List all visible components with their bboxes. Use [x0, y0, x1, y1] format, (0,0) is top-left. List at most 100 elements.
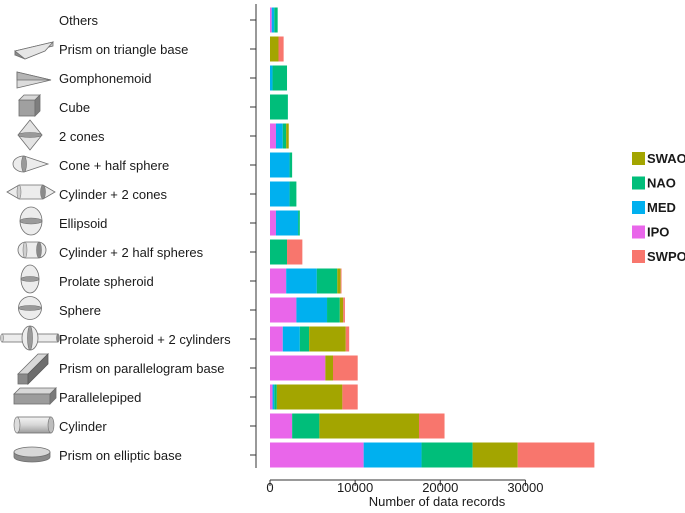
triangular-prism-icon	[14, 41, 55, 60]
bar-prolate-spheroid-2-cylinders-swpo	[345, 326, 350, 352]
bar-cylinder-swpo	[419, 413, 445, 439]
prolate-spheroid-cylinders-icon	[0, 325, 60, 351]
bar-cylinder-ipo	[270, 413, 293, 439]
bar-gomphonemoid-med	[270, 65, 273, 91]
category-label-sphere: Sphere	[59, 303, 101, 318]
bar-sphere-nao	[327, 297, 340, 323]
bar-prism-on-parallelogram-base-swpo	[333, 355, 358, 381]
x-tick-label-10000: 10000	[337, 480, 373, 495]
bar-cone-half-sphere-med	[270, 152, 290, 178]
bar-prolate-spheroid-ipo	[270, 268, 287, 294]
bar-prism-on-triangle-base-swao	[270, 36, 279, 62]
bar-others-ipo	[270, 7, 272, 33]
bar-prolate-spheroid-2-cylinders-ipo	[270, 326, 283, 352]
x-tick-label-30000: 30000	[507, 480, 543, 495]
bar-gomphonemoid-nao	[272, 65, 288, 91]
bar-prolate-spheroid-2-cylinders-med	[282, 326, 300, 352]
bar-parallelepiped-swpo	[342, 384, 358, 410]
bar-parallelepiped-nao	[274, 384, 277, 410]
category-icons	[0, 41, 60, 463]
bar-others-med	[271, 7, 275, 33]
category-label-cylinder-2-cones: Cylinder + 2 cones	[59, 187, 168, 202]
bar-prolate-spheroid-med	[286, 268, 317, 294]
category-label-prism-on-triangle-base: Prism on triangle base	[59, 42, 188, 57]
category-label-prism-on-parallelogram-base: Prism on parallelogram base	[59, 361, 224, 376]
parallelepiped-icon	[13, 387, 57, 405]
category-label-gomphonemoid: Gomphonemoid	[59, 71, 152, 86]
category-label-prolate-spheroid: Prolate spheroid	[59, 274, 154, 289]
cylinder-icon	[13, 416, 55, 434]
bar-parallelepiped-swao	[276, 384, 343, 410]
bar-prolate-spheroid-2-cylinders-swao	[309, 326, 346, 352]
legend-swatch-swao	[632, 152, 645, 165]
category-label-parallelepiped: Parallelepiped	[59, 390, 141, 405]
legend-swatch-med	[632, 201, 645, 214]
bar-prism-on-parallelogram-base-swao	[325, 355, 333, 381]
ellipsoid-icon	[19, 206, 43, 236]
cube-icon	[18, 94, 41, 117]
sphere-icon	[18, 296, 42, 320]
cylinder-two-half-spheres-icon	[17, 241, 47, 259]
bar-prolate-spheroid-nao	[316, 268, 338, 294]
bar-cylinder-2-half-spheres-nao	[270, 239, 288, 265]
bar-prism-on-elliptic-base-med	[363, 442, 422, 468]
legend-label-swpo: SWPO	[647, 249, 685, 264]
bar-prolate-spheroid-swpo	[340, 268, 342, 294]
bar-2-cones-swao	[286, 123, 289, 149]
bar-2-cones-med	[275, 123, 283, 149]
bar-cylinder-2-cones-med	[270, 181, 290, 207]
bar-cylinder-2-cones-nao	[289, 181, 297, 207]
prolate-spheroid-icon	[20, 264, 40, 294]
bar-prism-on-elliptic-base-ipo	[270, 442, 364, 468]
bar-2-cones-ipo	[270, 123, 276, 149]
bar-cube-nao	[270, 94, 288, 120]
category-label-others: Others	[59, 13, 99, 28]
category-label-cylinder-2-half-spheres: Cylinder + 2 half spheres	[59, 245, 204, 260]
cone-half-sphere-icon	[12, 155, 50, 173]
bar-sphere-ipo	[270, 297, 297, 323]
bar-cylinder-nao	[292, 413, 320, 439]
category-label-2-cones: 2 cones	[59, 129, 105, 144]
bar-parallelepiped-ipo	[270, 384, 273, 410]
bar-cylinder-2-half-spheres-swpo	[287, 239, 303, 265]
bar-cylinder-swao	[319, 413, 419, 439]
x-tick-label-20000: 20000	[422, 480, 458, 495]
parallelogram-prism-icon	[17, 353, 49, 385]
bar-prism-on-elliptic-base-swao	[472, 442, 518, 468]
bar-prolate-spheroid-swao	[337, 268, 341, 294]
legend-swatch-nao	[632, 176, 645, 190]
bar-prism-on-parallelogram-base-ipo	[270, 355, 326, 381]
category-label-cube: Cube	[59, 100, 90, 115]
legend: SWAO NAO MED IPO SWPO	[632, 151, 685, 264]
bar-prism-on-elliptic-base-swpo	[517, 442, 595, 468]
bar-prism-on-triangle-base-swpo	[278, 36, 284, 62]
legend-label-swao: SWAO	[647, 151, 685, 166]
category-label-prolate-spheroid-2-cylinders: Prolate spheroid + 2 cylinders	[59, 332, 231, 347]
gomphonemoid-icon	[16, 71, 52, 89]
legend-swatch-swpo	[632, 250, 645, 263]
category-labels: Others Prism on triangle base Gomphonemoid…	[59, 13, 231, 463]
category-label-prism-on-elliptic-base: Prism on elliptic base	[59, 448, 182, 463]
category-label-cone-half-sphere: Cone + half sphere	[59, 158, 169, 173]
bar-sphere-swao	[339, 297, 344, 323]
legend-label-med: MED	[647, 200, 676, 215]
bar-others-nao	[274, 7, 278, 33]
bar-ellipsoid-med	[275, 210, 299, 236]
bars	[270, 7, 595, 468]
bar-ellipsoid-ipo	[270, 210, 276, 236]
bar-sphere-swpo	[343, 297, 345, 323]
bar-prism-on-elliptic-base-nao	[421, 442, 473, 468]
category-label-ellipsoid: Ellipsoid	[59, 216, 107, 231]
elliptic-prism-icon	[13, 446, 51, 463]
bar-parallelepiped-med	[272, 384, 275, 410]
legend-label-nao: NAO	[647, 176, 676, 191]
x-tick-label-0: 0	[266, 480, 273, 495]
x-axis-title: Number of data records	[369, 494, 506, 509]
legend-swatch-ipo	[632, 225, 645, 239]
legend-label-ipo: IPO	[647, 225, 669, 240]
axes: 0 10000 20000 30000	[250, 4, 543, 495]
bar-prolate-spheroid-2-cylinders-nao	[299, 326, 310, 352]
category-label-cylinder: Cylinder	[59, 419, 107, 434]
double-cone-icon	[17, 119, 43, 151]
